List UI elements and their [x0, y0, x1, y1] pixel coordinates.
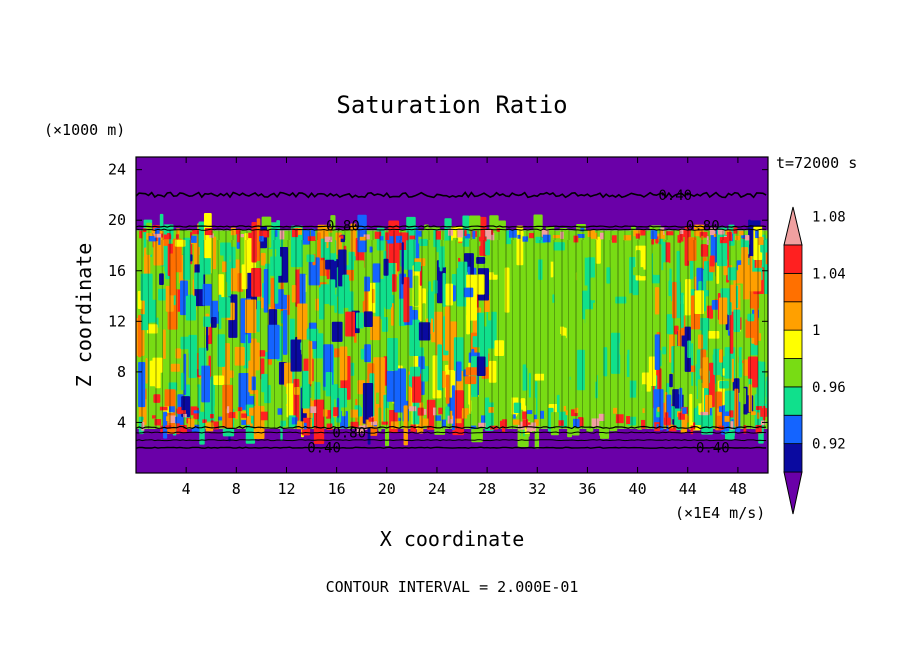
- x-tick-label: 36: [578, 480, 596, 498]
- colorbar-level-label: 1.04: [812, 266, 846, 282]
- colorbar-swatch: [783, 272, 803, 303]
- y-tick-label: 4: [117, 413, 126, 431]
- x-tick-label: 4: [182, 480, 191, 498]
- field-cell: [743, 425, 747, 434]
- colorbar-level-label: 1: [812, 323, 820, 339]
- x-tick-label: 16: [328, 480, 346, 498]
- colorbar: 0.92 0.96 1 1.04 1.08: [783, 206, 846, 515]
- x-tick-label: 20: [378, 480, 396, 498]
- x-tick-label: 44: [679, 480, 697, 498]
- colorbar-swatch: [783, 443, 803, 473]
- x-tick-label: 8: [232, 480, 241, 498]
- x-tick-label: 24: [428, 480, 446, 498]
- contour-line: [136, 225, 767, 228]
- contour-label: 0.40: [658, 188, 692, 204]
- y-unit-label: (×1000 m): [44, 121, 125, 139]
- contour-interval-footer: CONTOUR INTERVAL = 2.000E-01: [326, 578, 579, 596]
- y-tick-label: 24: [108, 161, 126, 179]
- field-cell: [755, 424, 762, 434]
- y-axis-label: Z coordinate: [72, 243, 96, 388]
- y-tick-label: 16: [108, 262, 126, 280]
- colorbar-max-arrow: [783, 206, 803, 246]
- contour-line: [136, 446, 767, 449]
- contour-line: [136, 439, 767, 442]
- contour-line: [136, 228, 767, 231]
- plot-area: 0.400.80 0.800.800.40 0.40: [136, 157, 768, 473]
- contour-label: 0.80: [686, 218, 720, 234]
- x-tick-label: 48: [729, 480, 747, 498]
- colorbar-min-arrow: [783, 471, 803, 515]
- colorbar-swatch: [783, 414, 803, 445]
- y-tick-label: 20: [108, 211, 126, 229]
- contour-line: [136, 191, 767, 199]
- chart-title: Saturation Ratio: [336, 91, 567, 119]
- y-tick-label: 12: [108, 312, 126, 330]
- field-band: [136, 428, 768, 473]
- plot-frame: [135, 156, 769, 474]
- colorbar-swatch: [783, 358, 803, 388]
- colorbar-swatch: [783, 301, 803, 331]
- x-tick-label: 40: [629, 480, 647, 498]
- x-axis-label: X coordinate: [380, 527, 525, 551]
- contour-lines: [136, 191, 767, 449]
- field-cell: [690, 425, 694, 435]
- contour-label: 0.80: [332, 426, 366, 442]
- contour-line: [136, 431, 767, 434]
- field-cell: [160, 425, 163, 433]
- field-cell: [356, 425, 365, 434]
- contour-line: [136, 425, 767, 430]
- colorbar-swatch: [783, 244, 803, 274]
- contour-streaks: [136, 230, 768, 429]
- contour-label: 0.40: [696, 441, 730, 457]
- contour-label: 0.80: [326, 218, 360, 234]
- field-cell: [180, 424, 187, 434]
- time-label: t=72000 s: [776, 154, 857, 172]
- field-cell: [502, 425, 506, 433]
- y-tick-label: 8: [117, 363, 126, 381]
- x-tick-label: 12: [277, 480, 295, 498]
- colorbar-swatch: [783, 329, 803, 359]
- colorbar-swatch: [783, 386, 803, 416]
- x-tick-label: 28: [478, 480, 496, 498]
- colorbar-level-label: 0.96: [812, 380, 846, 396]
- x-unit-label: (×1E4 m/s): [675, 504, 765, 522]
- colorbar-level-label: 1.08: [812, 210, 846, 226]
- x-tick-label: 32: [528, 480, 546, 498]
- colorbar-level-label: 0.92: [812, 437, 846, 453]
- contour-label: 0.40: [307, 441, 341, 457]
